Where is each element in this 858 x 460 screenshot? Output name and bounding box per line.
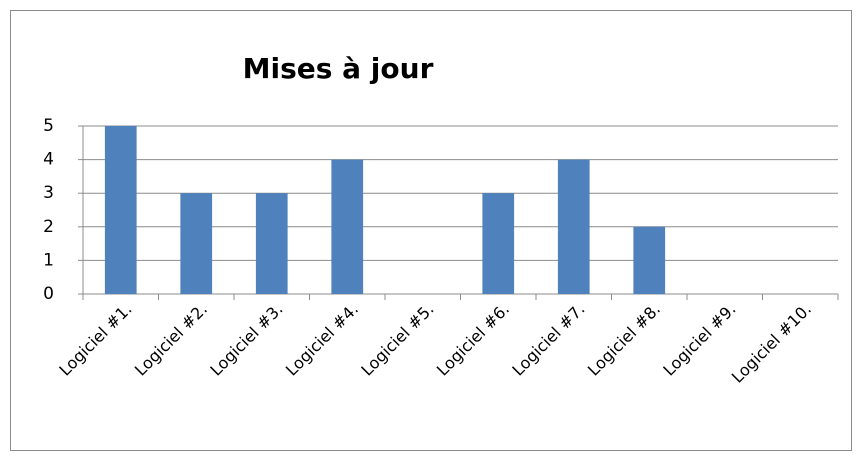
y-tick-label: 1 — [43, 250, 54, 270]
bar — [180, 193, 213, 294]
y-tick-label: 2 — [43, 217, 54, 237]
y-tick-label: 0 — [43, 284, 54, 304]
y-tick-label: 4 — [43, 150, 54, 170]
bar — [482, 193, 515, 294]
bar — [557, 159, 590, 294]
bar — [104, 126, 137, 294]
chart-title: Mises à jour — [243, 52, 434, 85]
bar — [331, 159, 364, 294]
bar — [633, 226, 666, 294]
bar — [255, 193, 288, 294]
y-tick-label: 3 — [43, 183, 54, 203]
y-tick-label: 5 — [43, 116, 54, 136]
chart-frame — [10, 10, 852, 451]
